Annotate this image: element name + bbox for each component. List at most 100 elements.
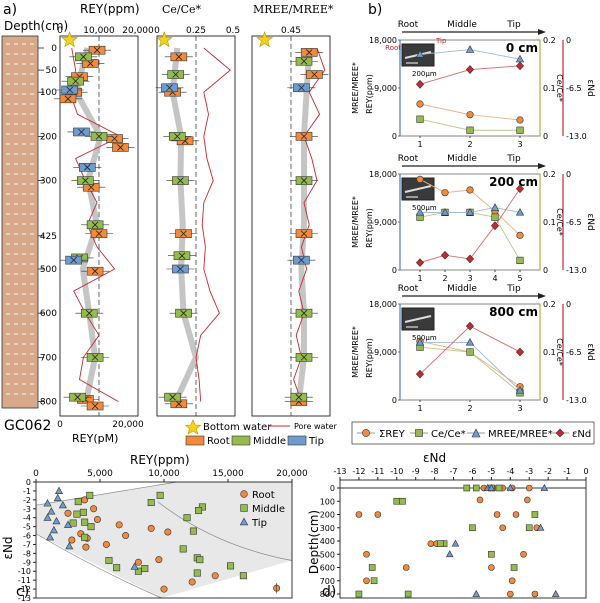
legend-root-label: Root (252, 490, 275, 501)
point-root (93, 515, 101, 523)
point-middle (404, 590, 412, 598)
point-middle (183, 514, 191, 522)
sample-cross-icon (87, 60, 94, 67)
point-root (488, 564, 495, 571)
sample-cross-icon (298, 84, 305, 92)
x-tick-label: 1 (417, 274, 422, 283)
panel-d-label: d) (322, 584, 336, 600)
y-tick-label: -13 (18, 594, 31, 603)
cross-stroke (181, 137, 189, 145)
point-middle (86, 491, 94, 499)
cross-stroke (91, 402, 99, 410)
panel-a-legend: Bottom water Pore water Root Middle Tip (184, 419, 338, 447)
point-middle (79, 508, 87, 516)
end-axis-label: εNd (585, 79, 595, 96)
cross-stroke (298, 256, 305, 264)
series-marker (416, 100, 424, 108)
point-tip (130, 562, 139, 570)
subplot-depth-label: 800 cm (489, 305, 538, 319)
bottom-water-star-icon (256, 31, 274, 48)
right-tick-label: 0.1 (543, 218, 556, 227)
sample-cross-icon (95, 133, 103, 140)
cross-stroke (311, 71, 318, 78)
band-upper-edge (35, 481, 177, 506)
point-root (155, 556, 163, 564)
arrow-head-icon (538, 163, 546, 169)
point-middle (510, 564, 518, 571)
x-tick-label: -2 (544, 467, 552, 476)
point-tip (487, 483, 496, 491)
point-root (134, 558, 142, 566)
series-marker (415, 207, 425, 216)
series-marker (466, 186, 474, 194)
series-marker (465, 321, 475, 331)
col2-tick-1: 0.25 (186, 26, 206, 36)
legend-tip-label: Tip (308, 436, 324, 447)
series-marker (516, 231, 524, 239)
cross-stroke (166, 84, 173, 92)
series-marker (516, 126, 524, 134)
inset-tip-label: Tip (435, 37, 447, 45)
point-root (363, 577, 370, 585)
series-marker (515, 184, 525, 194)
point-middle (472, 484, 480, 492)
end-axis-label: εNd (585, 213, 595, 230)
legend-middle-icon (240, 504, 248, 512)
point-tip (63, 520, 73, 528)
left-tick-label: 9,000 (374, 348, 397, 357)
series-marker (516, 116, 524, 124)
y-tick-label: -12 (18, 585, 31, 594)
col3-title: MREE/MREE* (253, 3, 334, 16)
legend-root-icon (240, 490, 248, 498)
y-tick-label: -7 (23, 540, 31, 549)
sample-cross-icon (74, 393, 81, 401)
sample-cross-icon (300, 354, 308, 361)
point-root (507, 590, 514, 598)
point-tip (43, 513, 52, 521)
cross-stroke (95, 230, 103, 237)
col1-bottom-label: REY(pM) (72, 432, 118, 445)
cross-stroke (298, 84, 305, 92)
point-root (520, 550, 527, 558)
sediment-core (1, 35, 39, 409)
depth-tick-label: 50 (46, 66, 58, 76)
point-root (355, 511, 363, 518)
sample-cross-icon (70, 256, 77, 264)
point-tip (536, 523, 545, 531)
point-middle (74, 498, 82, 506)
y-tick-label: -5 (23, 523, 31, 532)
right-axis-label: Ce/Ce* (555, 74, 564, 102)
x-tick-label: 0 (33, 469, 39, 479)
y-tick-label: 0 (330, 484, 335, 493)
cross-stroke (66, 86, 74, 94)
col1-bottom-tick-0: 0 (57, 420, 63, 430)
left-tick-label: 0 (392, 396, 397, 405)
series-marker (515, 61, 525, 71)
cross-stroke (91, 354, 99, 361)
arrow-label: Middle (447, 154, 477, 164)
y-tick-label: -10 (18, 567, 31, 576)
legend-end-label: εNd (572, 429, 591, 440)
left-tick-label: 18,000 (369, 170, 397, 179)
point-middle (488, 550, 495, 558)
cross-stroke (93, 46, 101, 54)
inset-root-label: Root (385, 44, 401, 52)
right-tick-label: 0 (543, 132, 548, 141)
point-tip (43, 499, 52, 507)
legend-root-label: Root (207, 436, 230, 447)
right-tick-label: 0 (543, 266, 548, 275)
point-middle (105, 557, 113, 565)
y-tick-label: -9 (23, 558, 31, 567)
col2-title: Ce/Ce* (162, 3, 202, 16)
point-middle (495, 484, 503, 492)
panel-d-ylabel: Depth(cm) (307, 510, 321, 574)
legend-middle-label: Middle (252, 504, 285, 515)
legend-bottom-water: Bottom water (184, 419, 272, 435)
x-tick-label: 2 (467, 404, 472, 413)
y-tick-label: -6 (23, 532, 31, 541)
left-tick-label: 18,000 (369, 300, 397, 309)
point-root (363, 550, 370, 558)
legend-mree-triangle-icon (471, 428, 481, 438)
